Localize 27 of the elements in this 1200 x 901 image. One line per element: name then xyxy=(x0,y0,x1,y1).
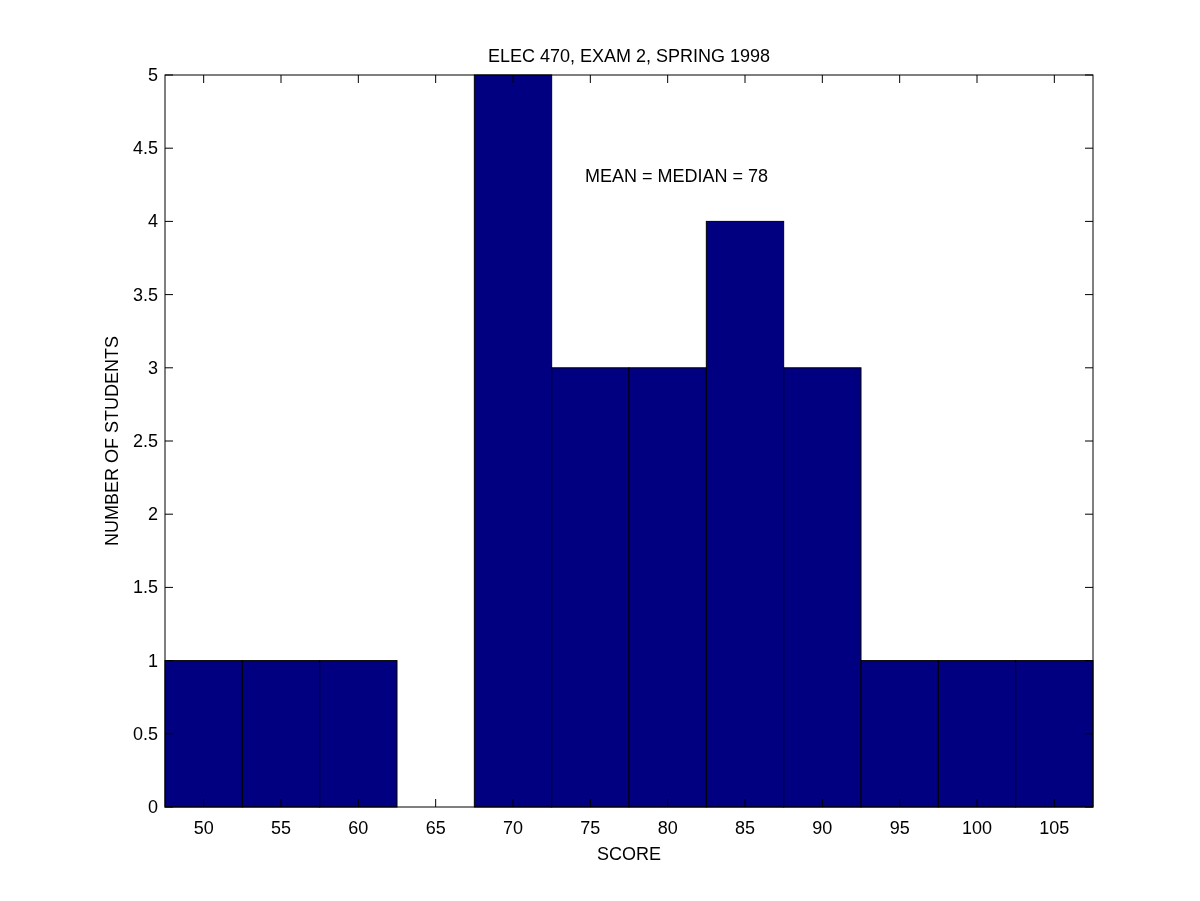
y-tick-label: 1.5 xyxy=(132,577,158,598)
x-tick-label: 95 xyxy=(889,818,910,838)
y-tick-label: 5 xyxy=(147,65,158,85)
x-tick-label: 90 xyxy=(812,818,833,838)
y-tick-label: 0.5 xyxy=(132,723,158,744)
y-tick-label: 4 xyxy=(147,211,158,232)
x-tick-label: 80 xyxy=(657,818,678,838)
x-tick-label: 105 xyxy=(1039,818,1070,838)
x-tick-label: 50 xyxy=(193,818,214,838)
x-tick-label: 60 xyxy=(348,818,369,838)
x-tick-label: 75 xyxy=(580,818,601,838)
x-tick-label: 70 xyxy=(502,818,524,838)
annotation: MEAN = MEDIAN = 78 xyxy=(585,166,769,186)
y-tick-label: 1 xyxy=(147,650,158,671)
x-tick-label: 85 xyxy=(734,818,756,838)
chart-title: ELEC 470, EXAM 2, SPRING 1998 xyxy=(487,46,771,66)
x-tick-label: 55 xyxy=(270,818,292,838)
y-tick-label: 3.5 xyxy=(132,284,158,305)
y-tick-label: 0 xyxy=(147,797,158,817)
x-axis-title: SCORE xyxy=(596,844,662,864)
y-tick-label: 4.5 xyxy=(132,138,158,159)
y-tick-label: 2.5 xyxy=(132,431,158,451)
y-axis-title: NUMBER OF STUDENTS xyxy=(102,335,122,547)
y-tick-label: 3 xyxy=(147,357,158,378)
x-tick-label: 100 xyxy=(961,818,993,838)
y-tick-label: 2 xyxy=(147,504,158,525)
x-tick-label: 65 xyxy=(425,818,446,838)
